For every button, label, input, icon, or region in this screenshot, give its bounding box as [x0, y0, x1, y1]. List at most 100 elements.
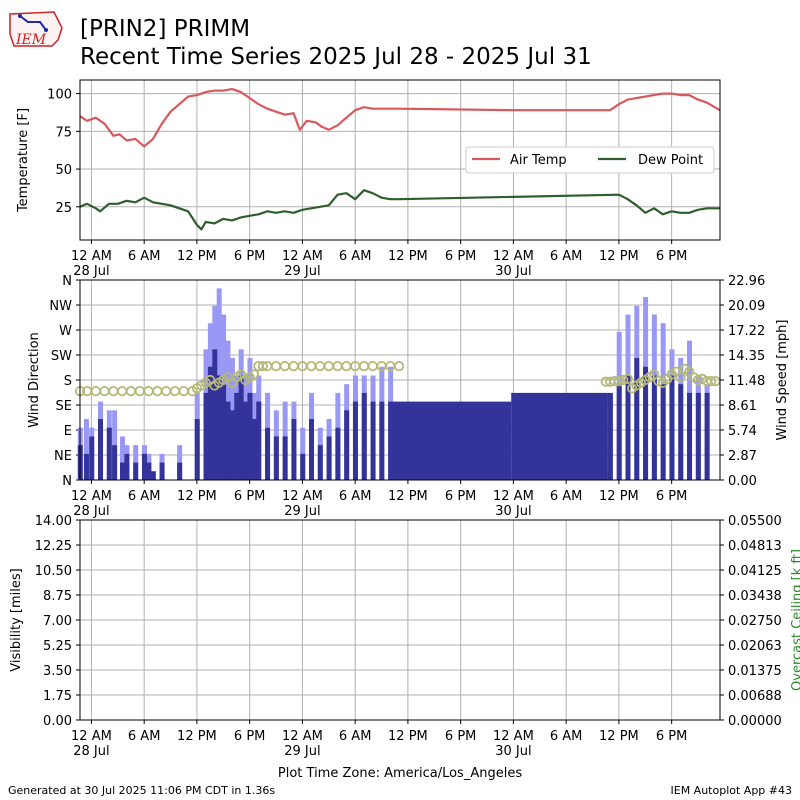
wind-direction-point	[125, 386, 137, 397]
wind-speed-bar	[291, 419, 297, 480]
vis-ytick-label: 8.75	[43, 589, 72, 604]
wind-direction-point	[108, 386, 119, 397]
wind-xtick-label: 12 AM	[71, 489, 112, 504]
wind-speed-bar	[687, 392, 693, 480]
wind-speed-bar	[243, 401, 249, 480]
wind-speed-tick-label: 14.35	[728, 349, 765, 364]
wind-speed-bar	[607, 392, 613, 480]
wind-speed-bar	[112, 445, 118, 480]
wind-speed-bar	[141, 453, 147, 480]
wind-direction-point	[394, 361, 405, 372]
wind-speed-bar	[669, 375, 675, 480]
temp-xtick-label: 12 AM	[282, 249, 323, 264]
wind-direction-point	[306, 361, 317, 372]
wind-speed-bar	[177, 462, 183, 480]
generated-note: Generated at 30 Jul 2025 11:06 PM CDT in…	[8, 784, 276, 797]
wind-ylabel-right: Wind Speed [mph]	[775, 320, 790, 441]
temp-xtick-date: 28 Jul	[73, 264, 109, 279]
wind-direction-point	[143, 386, 154, 397]
wind-dir-tick-label: E	[64, 424, 72, 439]
wind-speed-bar	[335, 427, 341, 480]
wind-speed-bar	[133, 462, 139, 480]
temp-xtick-label: 6 AM	[550, 249, 583, 264]
vis-xtick-date: 30 Jul	[495, 744, 531, 759]
wind-dir-tick-label: W	[59, 324, 72, 339]
wind-dir-tick-label: S	[64, 374, 72, 389]
temp-ytick-label: 75	[55, 125, 72, 140]
wind-speed-tick-label: 8.61	[728, 399, 757, 414]
wind-speed-tick-label: 22.96	[728, 274, 765, 289]
wind-speed-bar	[83, 453, 89, 480]
wind-dir-tick-label: SE	[56, 399, 72, 414]
wind-direction-point	[178, 386, 189, 397]
ceiling-ytick-label: 0.00688	[728, 689, 782, 704]
wind-xtick-label: 6 AM	[550, 489, 583, 504]
wind-xtick-date: 29 Jul	[284, 504, 320, 519]
wind-xtick-date: 28 Jul	[73, 504, 109, 519]
temp-xtick-label: 12 PM	[388, 249, 428, 264]
wind-speed-bar	[309, 419, 315, 480]
vis-ylabel: Visibility [miles]	[9, 568, 24, 671]
wind-direction-point	[90, 386, 101, 397]
wind-speed-bar	[361, 392, 367, 480]
wind-xtick-label: 6 PM	[234, 489, 265, 504]
vis-xtick-label: 6 PM	[656, 729, 687, 744]
wind-speed-bar	[643, 366, 649, 480]
temp-xtick-label: 6 PM	[656, 249, 687, 264]
wind-speed-bar	[695, 392, 701, 480]
wind-speed-bar	[212, 349, 218, 480]
wind-dir-tick-label: NW	[49, 299, 72, 314]
wind-speed-bar	[388, 401, 512, 480]
wind-direction-point	[314, 361, 326, 372]
temp-legend-box	[465, 146, 715, 174]
wind-xtick-label: 12 AM	[493, 489, 534, 504]
vis-xtick-label: 12 PM	[599, 729, 639, 744]
chart-title-line2: Recent Time Series 2025 Jul 28 - 2025 Ju…	[80, 44, 592, 70]
dew-point-legend-label: Dew Point	[638, 153, 703, 168]
wind-speed-bar	[225, 401, 231, 480]
wind-direction-point	[134, 386, 145, 397]
wind-speed-bar	[150, 471, 156, 480]
vis-xtick-label: 6 AM	[128, 729, 161, 744]
wind-speed-bar	[251, 419, 257, 480]
vis-xtick-label: 6 PM	[445, 729, 476, 744]
vis-xtick-label: 12 PM	[388, 729, 428, 744]
temp-xtick-label: 12 AM	[493, 249, 534, 264]
wind-ylabel-left: Wind Direction	[27, 332, 42, 428]
wind-xtick-label: 6 AM	[339, 489, 372, 504]
wind-speed-bar	[616, 384, 622, 480]
wind-dir-tick-label: SW	[51, 349, 72, 364]
wind-speed-tick-label: 2.87	[728, 449, 757, 464]
vis-xtick-label: 6 PM	[234, 729, 265, 744]
wind-direction-point	[622, 373, 633, 384]
wind-direction-point	[358, 361, 370, 372]
temp-xtick-label: 6 AM	[128, 249, 161, 264]
chart-title-line1: [PRIN2] PRIMM	[80, 16, 251, 42]
ceiling-ytick-label: 0.01375	[728, 664, 782, 679]
wind-speed-bar	[207, 366, 213, 480]
wind-xtick-label: 12 AM	[282, 489, 323, 504]
wind-direction-point	[152, 386, 163, 397]
vis-ytick-label: 0.00	[43, 714, 72, 729]
wind-speed-bar	[511, 392, 608, 480]
wind-speed-bar	[634, 358, 640, 480]
wind-gust-bar	[83, 419, 89, 480]
vis-xtick-label: 12 AM	[493, 729, 534, 744]
wind-speed-bar	[194, 419, 200, 480]
wind-speed-bar	[203, 392, 209, 480]
wind-direction-point	[169, 386, 181, 397]
wind-xtick-label: 12 PM	[388, 489, 428, 504]
wind-speed-bar	[300, 453, 306, 480]
ceiling-ytick-label: 0.02750	[728, 614, 782, 629]
wind-xtick-label: 6 PM	[445, 489, 476, 504]
wind-direction-point	[248, 369, 260, 380]
wind-speed-tick-label: 0.00	[728, 474, 757, 489]
wind-dir-tick-label: NE	[54, 449, 72, 464]
wind-gust-bar	[120, 436, 125, 480]
temp-ytick-label: 100	[47, 88, 72, 103]
ceiling-ylabel: Overcast Ceiling [k ft]	[790, 549, 800, 691]
temp-xtick-label: 12 PM	[599, 249, 639, 264]
wind-speed-bar	[159, 462, 165, 480]
vis-ytick-label: 12.25	[35, 539, 72, 554]
temp-xtick-date: 30 Jul	[495, 264, 531, 279]
